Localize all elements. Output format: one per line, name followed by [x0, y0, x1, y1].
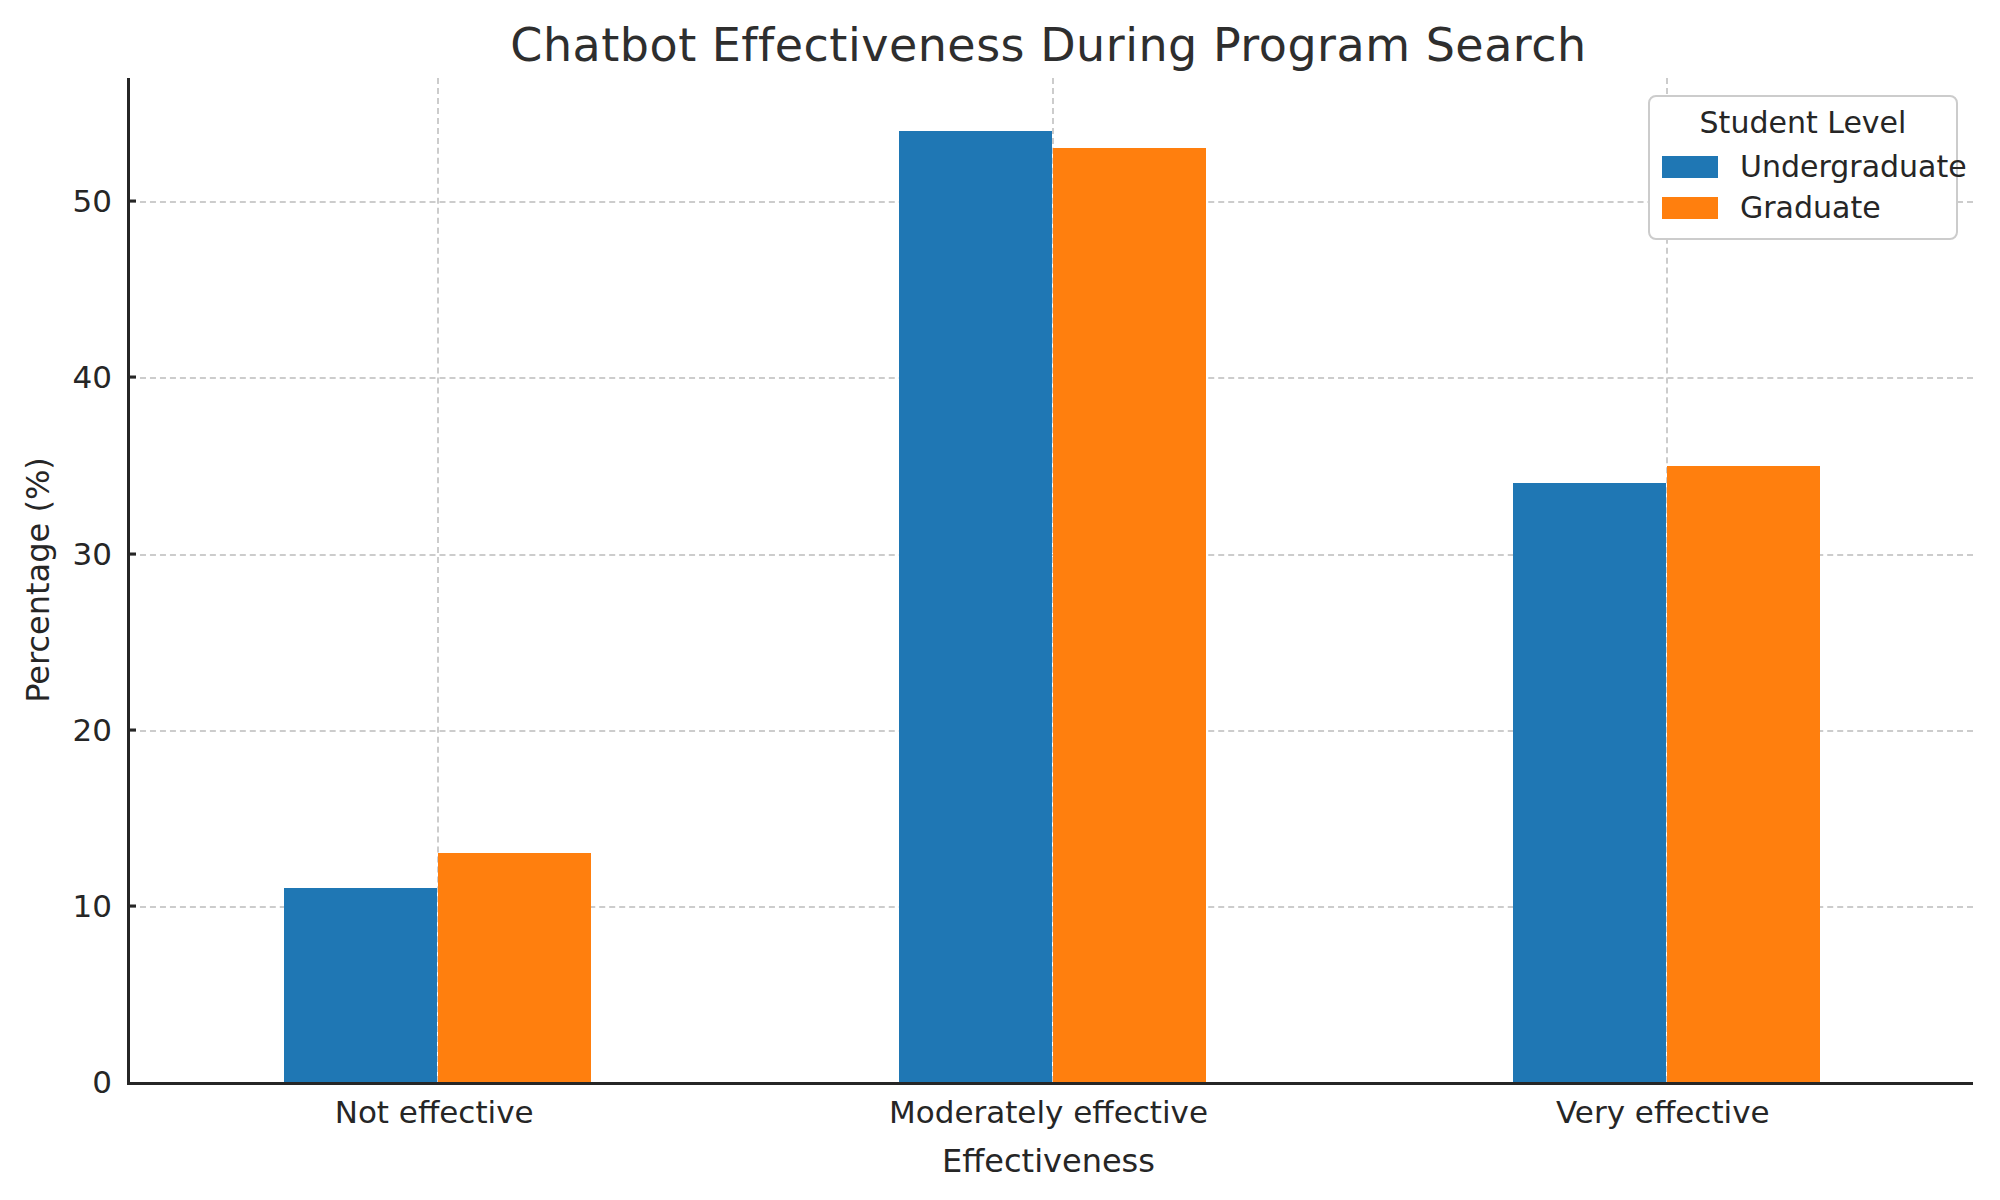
x-tick-label-2: Very effective — [1556, 1094, 1770, 1130]
bar-undergraduate-2 — [1513, 483, 1666, 1082]
x-tick-label-1: Moderately effective — [889, 1094, 1208, 1130]
legend-title: Student Level — [1662, 105, 1944, 140]
x-axis-label: Effectiveness — [127, 1142, 1970, 1180]
y-tick-label-20: 20 — [22, 712, 112, 748]
y-tick-label-30: 30 — [22, 536, 112, 572]
legend: Student Level UndergraduateGraduate — [1648, 95, 1958, 240]
x-tick-label-0: Not effective — [335, 1094, 534, 1130]
legend-swatch-graduate — [1662, 197, 1718, 219]
chart-figure: Chatbot Effectiveness During Program Sea… — [0, 0, 2000, 1200]
y-axis-label: Percentage (%) — [19, 457, 57, 703]
y-tick-mark-30 — [127, 552, 136, 555]
legend-item-undergraduate: Undergraduate — [1662, 146, 1944, 187]
y-tick-mark-20 — [127, 728, 136, 731]
legend-label-undergraduate: Undergraduate — [1740, 149, 1967, 184]
bar-graduate-1 — [1053, 148, 1206, 1082]
legend-swatch-undergraduate — [1662, 156, 1718, 178]
chart-title: Chatbot Effectiveness During Program Sea… — [127, 18, 1970, 72]
y-tick-mark-50 — [127, 200, 136, 203]
y-tick-label-50: 50 — [22, 183, 112, 219]
y-tick-label-10: 10 — [22, 888, 112, 924]
bar-graduate-0 — [438, 853, 591, 1082]
y-tick-label-0: 0 — [22, 1064, 112, 1100]
bar-graduate-2 — [1667, 466, 1820, 1082]
legend-label-graduate: Graduate — [1740, 190, 1881, 225]
y-tick-label-40: 40 — [22, 359, 112, 395]
legend-item-graduate: Graduate — [1662, 187, 1944, 228]
y-tick-mark-10 — [127, 904, 136, 907]
bar-undergraduate-0 — [284, 888, 437, 1082]
legend-rows: UndergraduateGraduate — [1662, 146, 1944, 228]
y-tick-mark-40 — [127, 376, 136, 379]
bar-undergraduate-1 — [899, 131, 1052, 1082]
